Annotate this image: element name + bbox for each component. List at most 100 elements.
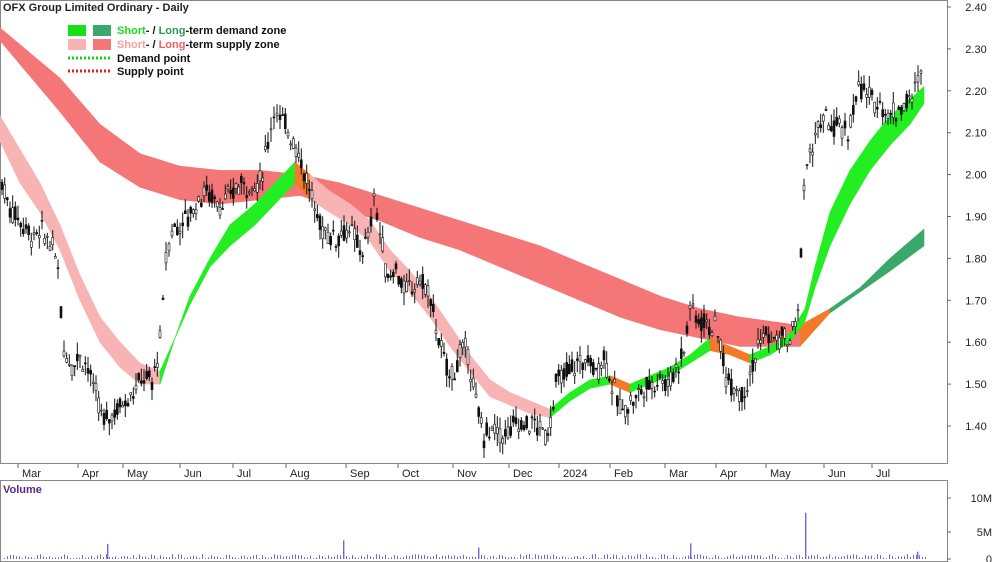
candle-body (121, 404, 124, 408)
volume-bar (400, 557, 401, 559)
volume-bar (313, 558, 314, 559)
volume-bar (796, 555, 797, 559)
candle-body (694, 315, 698, 323)
candle-body (551, 407, 555, 410)
volume-panel (0, 480, 948, 562)
candle-body (677, 371, 681, 374)
candle-body (423, 284, 427, 295)
volume-bar (412, 555, 413, 559)
candle-body (764, 326, 768, 335)
legend-label: Short- / Long-term demand zone (117, 25, 286, 37)
date-tick-label: Jul (237, 468, 251, 480)
candle-body (345, 229, 349, 239)
volume-bar (58, 557, 59, 559)
candle-body (554, 373, 558, 382)
candle-body (837, 118, 841, 124)
candle-body (48, 246, 52, 251)
volume-bar (43, 556, 44, 559)
candle-body (581, 362, 585, 371)
candle-body (299, 159, 303, 169)
volume-bar (682, 557, 683, 559)
volume-bar (196, 556, 197, 559)
candle-body (32, 232, 36, 236)
candle-body (575, 358, 579, 361)
candle-body (799, 248, 803, 258)
volume-bar (484, 555, 485, 559)
volume-bar (145, 556, 146, 559)
volume-bar (694, 554, 695, 559)
volume-bar (610, 557, 611, 559)
volume-bar (436, 554, 437, 559)
volume-bar (52, 557, 53, 559)
volume-bar (733, 554, 734, 559)
volume-bar (394, 555, 395, 559)
candle-body (375, 213, 379, 220)
candle-body (202, 186, 206, 196)
volume-bar (457, 556, 458, 559)
volume-bar (355, 557, 356, 559)
volume-bar (94, 558, 95, 559)
short-term-zone-segment (159, 337, 176, 385)
candle-body (234, 183, 238, 189)
candle-body (310, 190, 314, 199)
volume-bar (862, 557, 863, 559)
candle-body (870, 90, 874, 96)
candle-body (655, 384, 659, 387)
candle-body (719, 339, 723, 352)
volume-bar (121, 556, 122, 559)
candle-body (132, 396, 135, 399)
candle-body (21, 229, 25, 235)
candle-body (881, 109, 885, 118)
volume-bar (70, 558, 71, 559)
candle-body (102, 412, 106, 425)
volume-bar (373, 557, 374, 559)
candle-body (342, 225, 346, 241)
candle-body (867, 86, 871, 98)
candle-body (829, 126, 833, 132)
volume-bar (895, 558, 896, 559)
candle-body (253, 188, 256, 192)
date-tick-label: Feb (614, 468, 633, 480)
candle-body (394, 263, 398, 270)
candle-body (184, 210, 187, 214)
volume-bar (250, 556, 251, 559)
candle-body (366, 231, 370, 238)
volume-bar (100, 554, 101, 559)
candle-body (610, 391, 614, 394)
volume-bar (676, 557, 677, 559)
candle-body (811, 151, 815, 156)
candle-body (161, 297, 165, 300)
candle-body (29, 241, 33, 248)
volume-bar (892, 556, 893, 559)
volume-bar (580, 557, 581, 559)
date-tick-label: Sep (350, 468, 370, 480)
candle-body (557, 369, 561, 377)
date-tick-label: Jun (828, 468, 846, 480)
candle-body (415, 277, 419, 285)
date-tick-label: 2024 (563, 468, 587, 480)
candle-body (913, 81, 917, 84)
volume-bar (205, 558, 206, 559)
candle-body (86, 367, 90, 374)
candle-body (272, 116, 276, 119)
price-tick-label: 2.20 (965, 86, 986, 98)
legend-swatch-short (68, 25, 86, 36)
volume-bar (268, 558, 269, 559)
candle-body (578, 354, 582, 362)
candle-body (218, 207, 222, 216)
candle-body (891, 102, 895, 118)
candle-body (173, 223, 176, 227)
candle-body (275, 112, 279, 116)
candle-body (615, 395, 619, 407)
candle-body (721, 352, 725, 367)
volume-bar (118, 558, 119, 559)
candle-body (289, 143, 293, 146)
candle-body (639, 389, 643, 395)
volume-bar (847, 554, 848, 559)
volume-bar (244, 555, 245, 559)
candle-body (14, 206, 17, 220)
legend-label: Demand point (117, 53, 191, 65)
candle-body (629, 395, 633, 401)
candle-body (832, 120, 836, 137)
legend-label-suffix: -term demand zone (185, 25, 286, 37)
